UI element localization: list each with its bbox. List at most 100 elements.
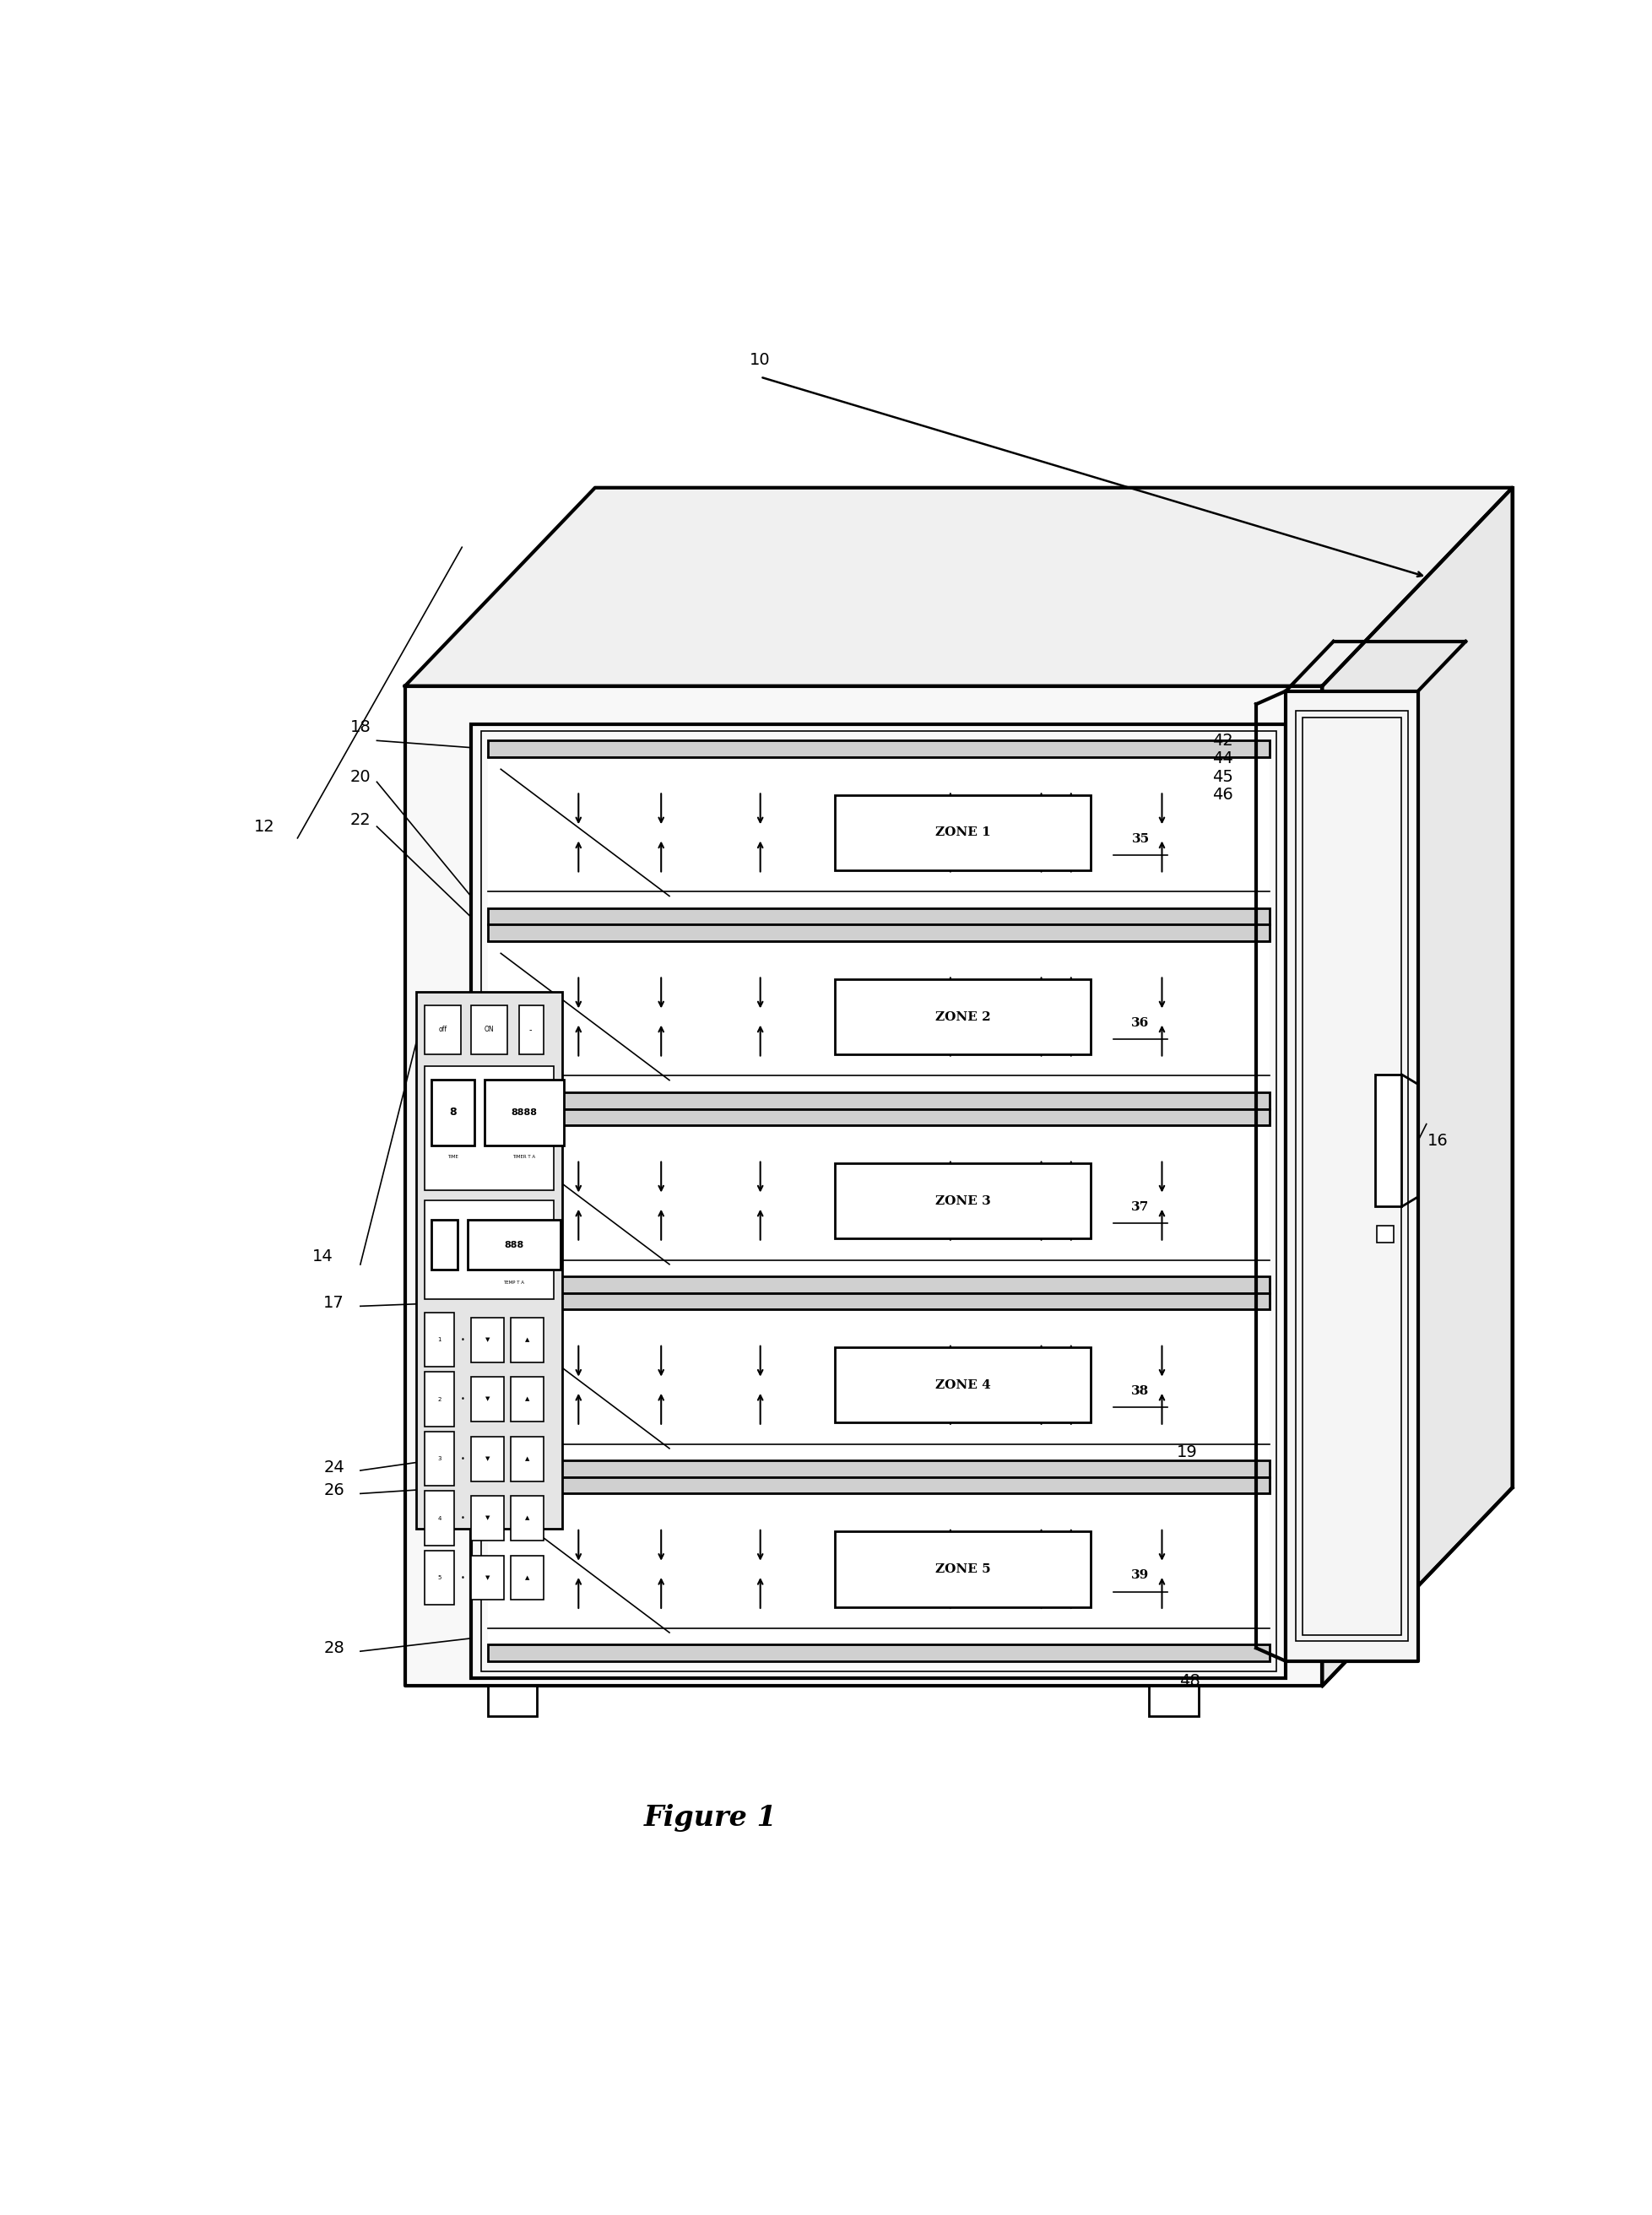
Text: 17: 17: [324, 1296, 344, 1311]
Bar: [487, 740, 1269, 758]
Polygon shape: [1285, 691, 1417, 1661]
Text: 22: 22: [350, 813, 370, 828]
Bar: [471, 1318, 504, 1362]
Text: 44: 44: [1213, 751, 1232, 766]
Text: ▼: ▼: [486, 1338, 489, 1342]
Bar: [510, 1378, 544, 1422]
Bar: [425, 1491, 454, 1546]
Text: ▲: ▲: [525, 1398, 529, 1402]
Polygon shape: [405, 487, 1512, 687]
Text: 42: 42: [1213, 733, 1232, 749]
Text: 28: 28: [324, 1639, 344, 1657]
Text: ▼: ▼: [486, 1575, 489, 1579]
Bar: [471, 1378, 504, 1422]
Text: off: off: [438, 1026, 448, 1034]
Bar: [425, 1550, 454, 1606]
Text: •: •: [461, 1336, 464, 1345]
Text: •: •: [461, 1575, 464, 1582]
Text: TIMER T A: TIMER T A: [512, 1154, 535, 1158]
Polygon shape: [1322, 487, 1512, 1686]
Text: 46: 46: [1213, 786, 1232, 804]
Bar: [510, 1318, 544, 1362]
Text: 1: 1: [438, 1338, 441, 1342]
Bar: [1374, 1074, 1401, 1207]
Bar: [510, 1555, 544, 1599]
Bar: [487, 908, 1269, 924]
Text: 3: 3: [438, 1455, 441, 1462]
Text: •: •: [461, 1515, 464, 1522]
Bar: [425, 1006, 461, 1054]
Bar: [834, 1347, 1090, 1422]
Text: Figure 1: Figure 1: [644, 1805, 776, 1832]
Text: 26: 26: [324, 1482, 344, 1497]
Bar: [425, 1431, 454, 1486]
Bar: [425, 1371, 454, 1426]
Bar: [510, 1435, 544, 1482]
Bar: [834, 1163, 1090, 1238]
Text: 36: 36: [1132, 1017, 1148, 1028]
Bar: [519, 1006, 544, 1054]
Text: 5: 5: [438, 1575, 441, 1579]
Bar: [1302, 718, 1401, 1635]
Text: ▼: ▼: [486, 1455, 489, 1462]
Bar: [834, 795, 1090, 870]
Text: 14: 14: [312, 1249, 332, 1265]
Text: ▲: ▲: [525, 1575, 529, 1579]
Text: •: •: [461, 1455, 464, 1462]
Text: ▼: ▼: [486, 1398, 489, 1402]
Text: ▲: ▲: [525, 1515, 529, 1522]
Text: TIME: TIME: [448, 1154, 458, 1158]
Bar: [1295, 711, 1408, 1641]
Bar: [425, 1201, 553, 1300]
Text: 20: 20: [350, 769, 370, 784]
Text: ▼: ▼: [486, 1515, 489, 1522]
Text: 35: 35: [1132, 833, 1148, 844]
Text: ZONE 4: ZONE 4: [935, 1380, 990, 1391]
Bar: [487, 1460, 1269, 1477]
Bar: [487, 1125, 1269, 1276]
Bar: [471, 1006, 507, 1054]
Bar: [487, 1294, 1269, 1309]
Text: ZONE 1: ZONE 1: [935, 826, 990, 839]
Text: 16: 16: [1427, 1132, 1447, 1150]
Bar: [834, 1531, 1090, 1606]
Text: ▲: ▲: [525, 1455, 529, 1462]
Bar: [487, 1309, 1269, 1460]
Bar: [471, 1555, 504, 1599]
Text: ▲: ▲: [525, 1338, 529, 1342]
Text: 8: 8: [449, 1108, 456, 1119]
Bar: [425, 1313, 454, 1367]
Polygon shape: [405, 687, 1322, 1686]
Text: 38: 38: [1132, 1384, 1148, 1398]
Bar: [425, 1065, 553, 1189]
Text: 45: 45: [1213, 769, 1232, 784]
Bar: [510, 1495, 544, 1542]
Bar: [487, 1477, 1269, 1493]
Text: ON: ON: [484, 1026, 494, 1034]
Bar: [431, 1220, 458, 1269]
Bar: [487, 941, 1269, 1092]
Bar: [471, 724, 1285, 1677]
Bar: [481, 731, 1275, 1670]
Bar: [1376, 1225, 1393, 1243]
Bar: [487, 758, 1269, 908]
Text: 12: 12: [254, 820, 274, 835]
Text: 19: 19: [1176, 1444, 1196, 1460]
Text: 10: 10: [750, 352, 770, 368]
Text: •: •: [461, 1395, 464, 1402]
Bar: [416, 992, 562, 1528]
Bar: [487, 1686, 537, 1717]
Text: -: -: [529, 1026, 532, 1034]
Text: 18: 18: [350, 720, 370, 735]
Text: 4: 4: [438, 1515, 441, 1522]
Text: 48: 48: [1180, 1672, 1199, 1690]
Text: ZONE 2: ZONE 2: [935, 1010, 990, 1023]
Text: 24: 24: [324, 1460, 344, 1475]
Bar: [487, 1092, 1269, 1110]
Bar: [487, 1646, 1269, 1661]
Text: TEMP T A: TEMP T A: [504, 1280, 524, 1285]
Bar: [487, 1110, 1269, 1125]
Bar: [431, 1079, 474, 1145]
Bar: [834, 979, 1090, 1054]
Bar: [468, 1220, 560, 1269]
